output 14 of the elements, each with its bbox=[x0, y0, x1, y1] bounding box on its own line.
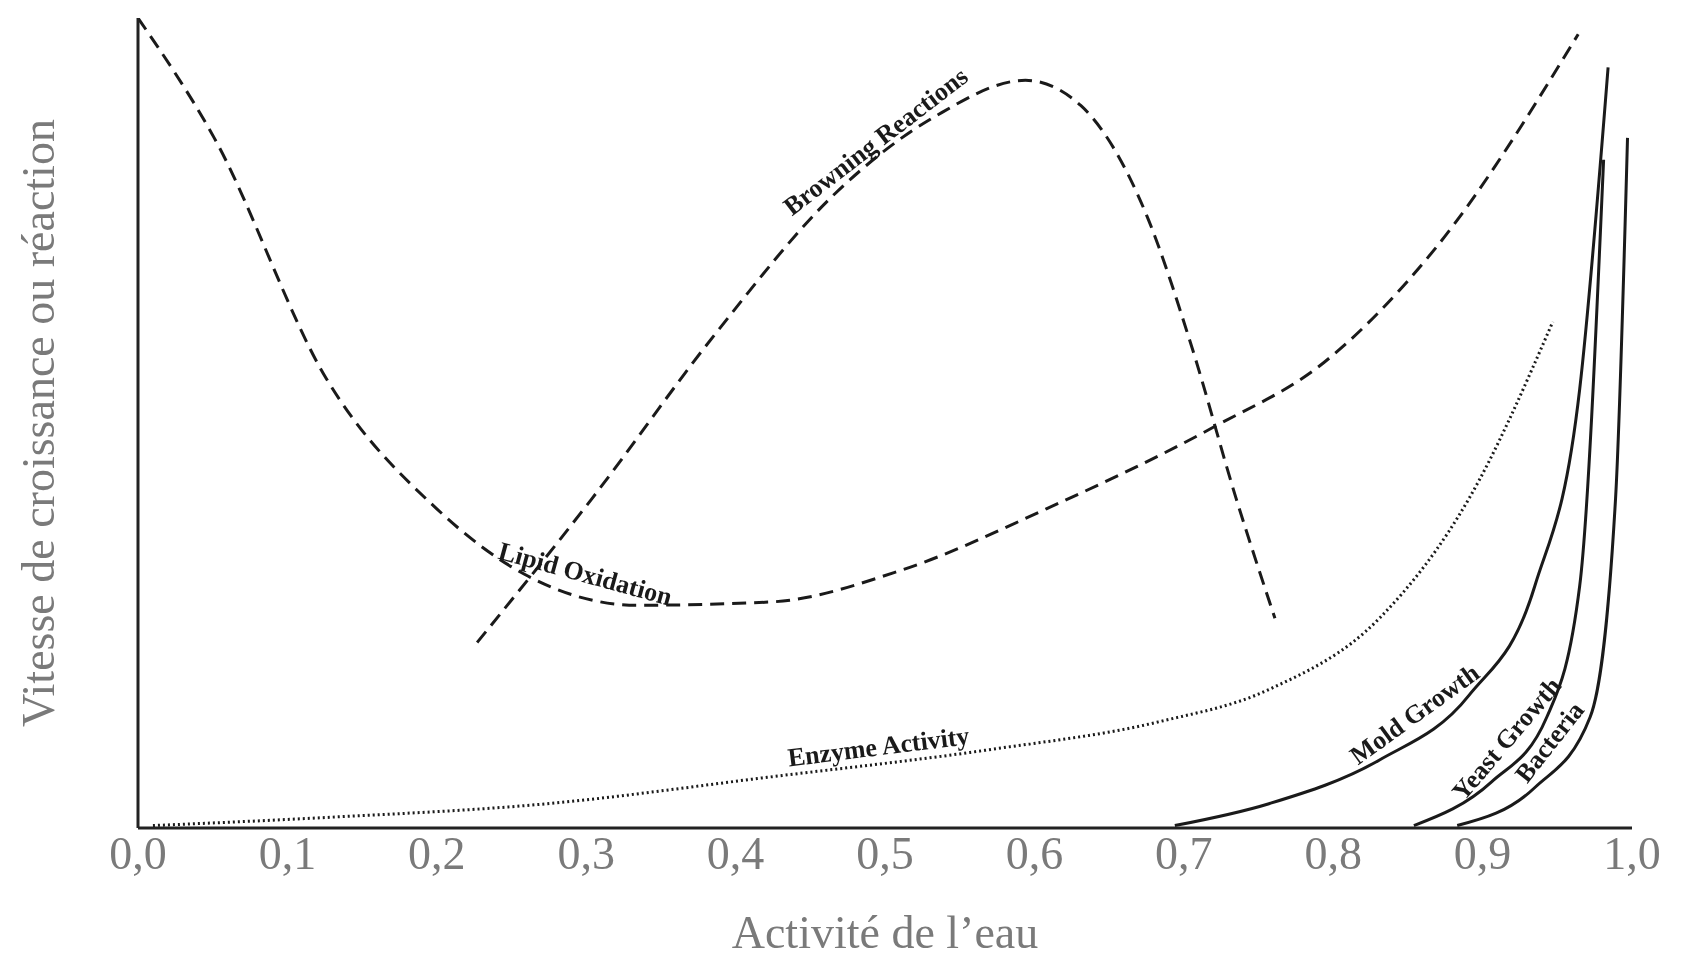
x-tick-label: 0,7 bbox=[1155, 827, 1213, 879]
x-tick-label: 0,1 bbox=[258, 827, 317, 879]
x-tick-label: 1,0 bbox=[1603, 827, 1661, 879]
x-tick-label: 0,3 bbox=[557, 827, 615, 879]
x-tick-label: 0,9 bbox=[1453, 827, 1512, 879]
x-tick-label: 0,0 bbox=[109, 827, 167, 879]
x-tick-label: 0,8 bbox=[1304, 827, 1362, 879]
x-tick-label: 0,4 bbox=[706, 827, 765, 879]
y-axis-title: Vitesse de croissance ou réaction bbox=[13, 119, 65, 727]
x-axis-title: Activité de l’eau bbox=[731, 907, 1039, 958]
x-tick-label: 0,6 bbox=[1005, 827, 1064, 879]
x-tick-label: 0,2 bbox=[408, 827, 466, 879]
text: Enzyme Activity bbox=[786, 721, 971, 773]
x-tick-label: 0,5 bbox=[856, 827, 914, 879]
